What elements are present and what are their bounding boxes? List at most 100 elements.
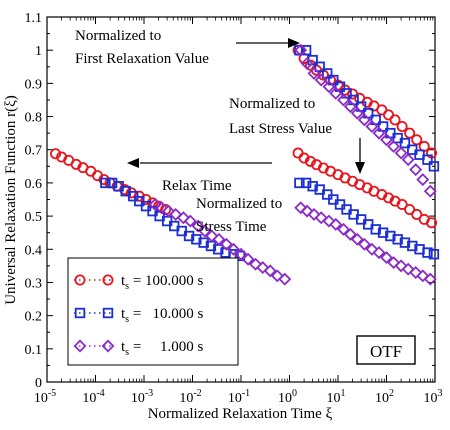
data-point-diamond xyxy=(401,262,415,276)
data-point-diamond xyxy=(401,153,415,167)
data-point-diamond xyxy=(380,133,393,147)
data-point-diamond xyxy=(409,266,423,279)
legend-label: ts = 10.000 s xyxy=(121,306,204,325)
data-point-circle xyxy=(292,147,304,159)
y-tick-label: 0.9 xyxy=(25,77,43,92)
legend-marker-circle xyxy=(102,274,114,286)
x-tick-label: 102 xyxy=(375,388,394,406)
annotation-relax-time: Relax Time xyxy=(127,158,272,194)
data-point-diamond xyxy=(176,211,190,225)
x-tick-label: 100 xyxy=(278,388,297,406)
data-point-diamond xyxy=(387,139,401,153)
legend-box xyxy=(67,257,239,366)
data-point-diamond xyxy=(314,211,328,225)
otf-box-text: OTF xyxy=(370,342,402,361)
y-tick-label: 0.4 xyxy=(25,243,43,258)
annotation-stress-time: Normalized to Stress Time xyxy=(196,196,282,235)
data-point-square xyxy=(106,177,118,189)
data-point-diamond xyxy=(169,207,183,221)
data-point-square xyxy=(428,161,440,172)
data-point-square xyxy=(183,230,195,242)
data-point-diamond xyxy=(337,93,350,107)
annotation-last-stress-line1: Normalized to xyxy=(229,96,315,112)
data-point-square xyxy=(407,240,418,252)
data-point-diamond xyxy=(300,204,314,218)
data-point-square xyxy=(428,249,440,260)
arrowhead-relax-time xyxy=(127,158,139,168)
data-point-diamond xyxy=(423,272,437,286)
data-point-diamond xyxy=(387,256,401,270)
data-point-diamond xyxy=(256,261,270,274)
data-point-square xyxy=(307,181,318,192)
y-tick-label: 0.3 xyxy=(25,276,43,291)
legend-marker-circle xyxy=(74,274,86,286)
otf-label-box: OTF xyxy=(356,335,416,365)
data-point-diamond xyxy=(343,227,357,241)
data-point-circle xyxy=(426,217,438,229)
y-tick-label: 0 xyxy=(35,376,42,391)
data-point-diamond xyxy=(343,100,357,114)
y-tick-label: 0.1 xyxy=(25,343,43,358)
data-point-square xyxy=(399,137,411,149)
series-diamond xyxy=(148,43,437,286)
data-point-square xyxy=(422,247,433,258)
data-point-diamond xyxy=(337,222,350,236)
data-point-diamond xyxy=(307,66,321,80)
annotation-last-stress: Normalized to Last Stress Value xyxy=(229,96,365,174)
data-point-circle xyxy=(389,114,401,126)
y-tick-label: 0.7 xyxy=(25,144,43,159)
data-point-square xyxy=(300,177,312,189)
data-point-diamond xyxy=(241,252,255,266)
data-point-diamond xyxy=(416,173,430,187)
data-point-diamond xyxy=(322,80,336,94)
annotation-relax-time-text: Relax Time xyxy=(162,178,232,194)
x-tick-label: 10-4 xyxy=(82,388,104,406)
data-point-square xyxy=(392,234,403,245)
data-point-diamond xyxy=(263,264,277,278)
y-tick-label: 0.2 xyxy=(25,310,43,325)
data-point-square xyxy=(191,234,202,245)
x-axis-label: Normalized Relaxation Time ξ xyxy=(148,406,333,422)
y-tick-label: 1.1 xyxy=(25,11,43,26)
legend-label: ts = 1.000 s xyxy=(121,339,204,358)
data-point-diamond xyxy=(329,86,343,100)
data-point-square xyxy=(377,227,389,238)
data-point-diamond xyxy=(372,246,386,260)
data-point-circle xyxy=(404,203,416,215)
data-point-diamond xyxy=(249,257,263,271)
data-point-circle xyxy=(304,155,316,167)
data-point-diamond xyxy=(307,207,321,221)
data-point-diamond xyxy=(234,247,248,261)
annotation-stress-time-line1: Normalized to xyxy=(196,196,282,212)
data-point-diamond xyxy=(416,269,430,283)
legend-items: ts = 100.000 s ts = 10.000 s ts = 1.000 s xyxy=(73,273,204,358)
data-point-diamond xyxy=(314,73,328,87)
data-point-square xyxy=(399,237,411,248)
arrowhead-first-relaxation xyxy=(288,38,300,48)
data-point-diamond xyxy=(198,224,212,238)
data-point-diamond xyxy=(205,229,219,243)
data-point-circle xyxy=(383,192,395,204)
data-point-diamond xyxy=(294,43,308,57)
data-point-square xyxy=(385,230,396,242)
data-point-square xyxy=(198,237,209,248)
data-point-diamond xyxy=(294,201,308,215)
data-point-diamond xyxy=(191,219,205,233)
data-point-diamond xyxy=(394,259,408,273)
data-point-circle xyxy=(404,127,416,139)
data-point-diamond xyxy=(219,237,233,251)
data-point-diamond xyxy=(365,120,379,133)
legend-marker-diamond xyxy=(101,339,115,353)
x-tick-label: 10-3 xyxy=(131,388,153,406)
data-points xyxy=(50,43,440,286)
y-tick-label: 1 xyxy=(35,44,42,59)
data-point-square xyxy=(422,154,433,165)
data-point-diamond xyxy=(155,201,169,215)
y-tick-label: 0.6 xyxy=(25,177,43,192)
data-point-circle xyxy=(411,208,423,220)
data-point-square xyxy=(328,74,339,86)
data-point-diamond xyxy=(350,232,364,246)
data-point-diamond xyxy=(365,242,379,256)
data-point-circle xyxy=(298,152,310,164)
arrowhead-last-stress xyxy=(355,162,365,174)
